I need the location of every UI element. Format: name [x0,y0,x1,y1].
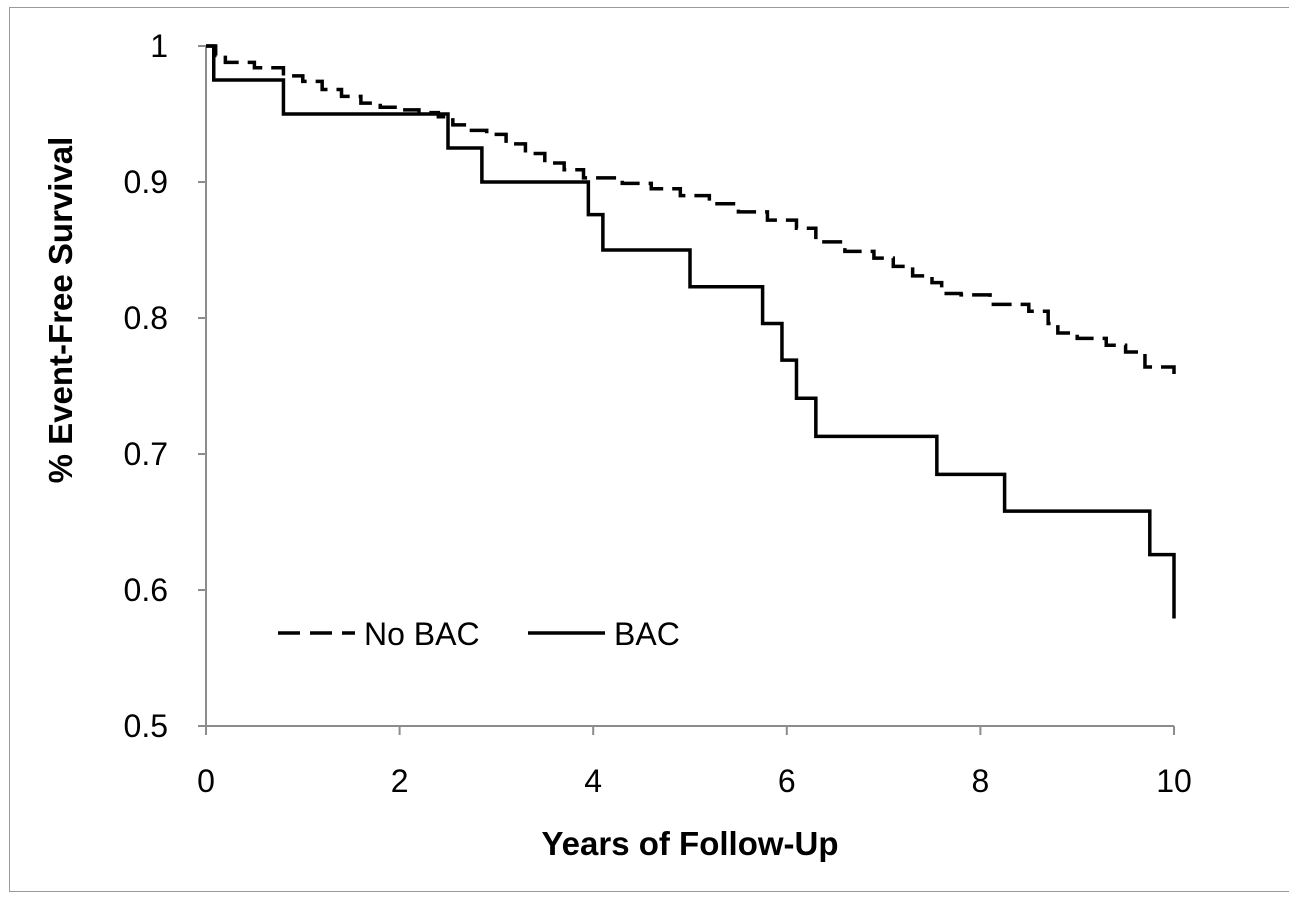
x-tick-label: 6 [778,763,796,799]
y-axis-title: % Event-Free Survival [42,137,79,484]
x-tick-label: 0 [197,763,215,799]
legend-label-no-bac: No BAC [364,616,480,652]
series-line-bac [206,44,1176,619]
y-tick-label: 0.8 [124,300,168,336]
y-tick-label: 0.9 [124,164,168,200]
legend-label-bac: BAC [614,616,680,652]
x-tick-label: 8 [972,763,990,799]
y-tick-label: 0.5 [124,708,168,744]
legend: No BAC BAC [278,616,680,652]
axes [205,46,1174,727]
y-tick-label: 0.7 [124,436,168,472]
y-tick-label: 1 [150,28,168,64]
x-tick-label: 10 [1156,763,1192,799]
y-tick-label: 0.6 [124,572,168,608]
x-axis-title: Years of Follow-Up [541,825,838,862]
y-axis-ticks: 0.5 0.6 0.7 0.8 0.9 1 [124,28,206,744]
series-group [206,44,1176,619]
x-axis-ticks: 0 2 4 6 8 10 [197,726,1192,799]
x-tick-label: 4 [584,763,602,799]
series-line-no-bac [206,44,1176,381]
x-tick-label: 2 [391,763,409,799]
chart-frame [9,7,1289,892]
